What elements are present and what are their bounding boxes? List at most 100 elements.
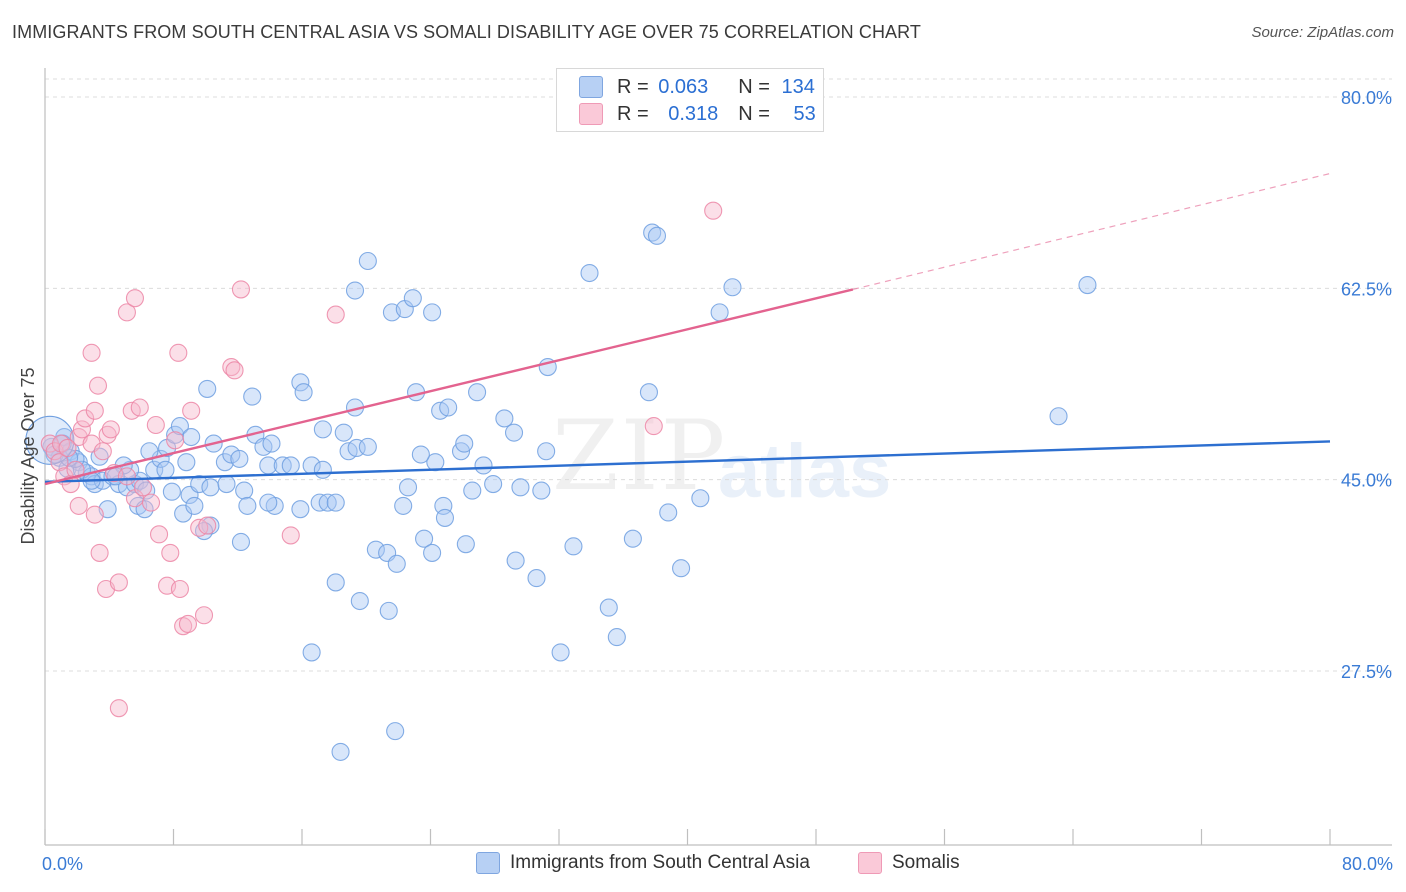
data-point-blue bbox=[1078, 276, 1097, 295]
axes bbox=[44, 68, 1392, 846]
data-point-pink bbox=[231, 280, 251, 299]
data-point-blue bbox=[230, 449, 249, 468]
data-point-pink bbox=[90, 543, 109, 562]
data-point-blue bbox=[345, 281, 365, 300]
data-point-pink bbox=[109, 699, 128, 718]
data-point-pink bbox=[125, 289, 144, 308]
chart-title: IMMIGRANTS FROM SOUTH CENTRAL ASIA VS SO… bbox=[12, 22, 922, 42]
x-tick-label: 0.0% bbox=[42, 854, 83, 874]
data-point-blue bbox=[190, 474, 209, 494]
data-point-blue bbox=[313, 460, 332, 479]
data-point-blue bbox=[691, 489, 710, 508]
data-point-blue bbox=[495, 409, 514, 428]
trend-lines bbox=[44, 172, 1331, 486]
data-point-pink bbox=[170, 579, 189, 599]
legend-swatch-pink bbox=[579, 103, 603, 125]
data-point-pink bbox=[98, 425, 117, 444]
data-point-blue bbox=[455, 434, 474, 453]
data-point-blue bbox=[564, 537, 583, 556]
data-point-blue bbox=[366, 540, 385, 559]
y-tick-label: 27.5% bbox=[1341, 662, 1392, 682]
data-point-pink bbox=[85, 401, 104, 420]
data-point-pink bbox=[182, 401, 201, 420]
data-point-pink bbox=[117, 467, 136, 486]
data-point-pink bbox=[72, 420, 91, 439]
data-point-blue bbox=[170, 417, 189, 436]
data-point-pink bbox=[225, 361, 244, 380]
data-point-blue bbox=[532, 481, 551, 500]
data-point-blue bbox=[527, 569, 546, 588]
data-point-pink bbox=[88, 376, 108, 395]
data-point-blue bbox=[177, 453, 196, 472]
data-point-pink bbox=[166, 431, 185, 450]
legend-n-value: 53 bbox=[793, 102, 816, 125]
data-point-blue bbox=[182, 427, 201, 447]
data-point-blue bbox=[162, 482, 181, 501]
data-point-blue bbox=[217, 474, 236, 494]
data-point-blue bbox=[326, 573, 345, 592]
data-point-pink bbox=[101, 420, 120, 439]
data-point-blue bbox=[358, 251, 377, 271]
series-legend: Immigrants from South Central Asia Somal… bbox=[0, 852, 1406, 878]
tick-labels: 27.5% 45.0% 62.5% 80.0% 0.0% 80.0% bbox=[42, 88, 1393, 874]
data-point-blue bbox=[294, 383, 313, 402]
data-point-blue bbox=[506, 551, 525, 570]
watermark-atlas: atlas bbox=[718, 429, 892, 514]
data-point-blue bbox=[235, 481, 254, 500]
legend-item-south-central-asia[interactable]: Immigrants from South Central Asia bbox=[476, 852, 810, 874]
data-point-pink bbox=[222, 358, 241, 377]
data-point-blue bbox=[623, 529, 642, 548]
data-point-blue bbox=[423, 543, 442, 562]
data-point-blue bbox=[394, 496, 413, 515]
legend-n-label: N = bbox=[738, 102, 770, 125]
data-point-pink bbox=[146, 415, 165, 435]
source-credit[interactable]: Source: ZipAtlas.com bbox=[1251, 24, 1394, 41]
data-point-blue bbox=[291, 500, 310, 519]
data-point-blue bbox=[723, 278, 742, 297]
data-point-blue bbox=[456, 535, 475, 554]
legend-n-label: N = bbox=[738, 75, 770, 98]
data-point-blue bbox=[599, 598, 618, 617]
data-point-blue bbox=[259, 493, 278, 512]
data-point-blue bbox=[647, 226, 667, 245]
data-point-pink bbox=[82, 343, 101, 362]
correlation-legend: R = 0.063 N = 134 R = 0.318 N = 53 bbox=[556, 68, 824, 132]
data-point-blue bbox=[156, 460, 175, 479]
data-point-blue bbox=[166, 425, 185, 444]
data-point-pink bbox=[149, 525, 169, 544]
data-point-pink bbox=[66, 460, 85, 479]
data-point-blue bbox=[411, 445, 430, 464]
data-point-blue bbox=[201, 478, 220, 497]
data-point-pink bbox=[178, 614, 198, 634]
data-point-blue bbox=[238, 496, 257, 515]
y-tick-label: 80.0% bbox=[1341, 88, 1392, 108]
data-point-blue bbox=[358, 437, 377, 456]
data-point-blue bbox=[551, 643, 570, 662]
gridlines bbox=[45, 78, 1392, 672]
legend-n-value: 134 bbox=[781, 75, 815, 98]
data-point-pink bbox=[704, 201, 723, 220]
legend-r-value: 0.318 bbox=[668, 102, 719, 125]
data-point-pink bbox=[326, 305, 345, 324]
data-point-blue bbox=[398, 478, 418, 497]
data-point-blue bbox=[291, 373, 310, 392]
legend-item-somalis[interactable]: Somalis bbox=[858, 852, 960, 874]
data-point-blue bbox=[463, 481, 482, 500]
legend-swatch-blue bbox=[476, 852, 500, 874]
data-point-pink bbox=[161, 543, 180, 562]
y-axis-label: Disability Age Over 75 bbox=[18, 367, 38, 544]
watermark-zip: ZIP bbox=[552, 400, 728, 512]
legend-row-pink: R = 0.318 N = 53 bbox=[579, 102, 816, 126]
trend-line-pink-extension bbox=[852, 172, 1331, 291]
data-point-blue bbox=[262, 434, 281, 453]
data-point-blue bbox=[639, 383, 659, 402]
data-point-pink bbox=[50, 453, 69, 472]
data-point-blue bbox=[194, 522, 214, 541]
legend-r-value: 0.063 bbox=[658, 75, 709, 98]
data-point-pink bbox=[69, 496, 88, 515]
trend-line-blue bbox=[44, 440, 1331, 484]
data-point-blue bbox=[302, 643, 321, 662]
data-point-blue bbox=[215, 453, 234, 472]
data-point-blue bbox=[659, 503, 678, 522]
data-point-blue bbox=[350, 591, 369, 611]
